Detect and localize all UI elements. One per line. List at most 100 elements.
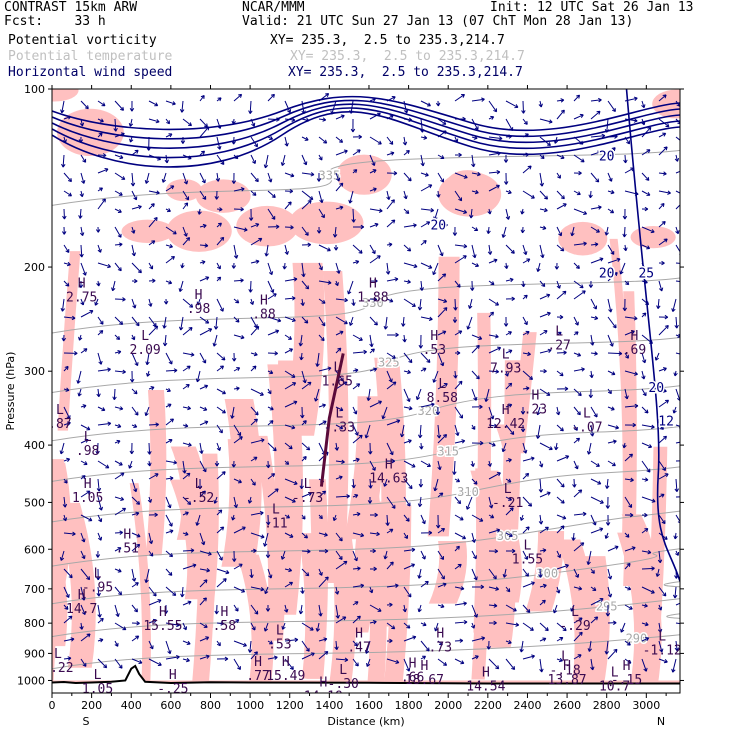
wind-vector-arrow	[488, 346, 502, 354]
wind-vector-arrow	[539, 244, 545, 259]
wind-vector-arrow	[165, 403, 172, 408]
extremum-marker: H	[78, 588, 86, 603]
wind-vector-arrow	[80, 532, 86, 543]
wind-vector-arrow	[641, 352, 647, 364]
wind-vector-arrow	[539, 154, 545, 160]
wind-vector-arrow	[522, 244, 528, 256]
wind-vector-arrow	[538, 568, 543, 578]
wind-vector-arrow	[505, 331, 512, 336]
wind-vector-arrow	[148, 550, 154, 557]
wind-vector-arrow	[437, 528, 446, 534]
wind-vector-arrow	[505, 424, 515, 435]
pv-shade-region	[195, 179, 251, 213]
wind-vector-arrow	[97, 496, 104, 511]
wind-vector-arrow	[522, 472, 530, 480]
wind-vector-arrow	[520, 208, 525, 215]
extremum-marker: L	[56, 403, 64, 418]
x-axis-tick-label: 800	[200, 699, 221, 712]
wind-vector-arrow	[369, 136, 382, 145]
wind-vector-arrow	[539, 348, 552, 354]
wind-vector-arrow	[215, 172, 221, 182]
wind-vector-arrow	[420, 208, 435, 213]
wind-vector-arrow	[267, 370, 274, 375]
wind-vector-arrow	[231, 172, 237, 184]
wind-vector-arrow	[503, 316, 509, 327]
wind-vector-arrow	[165, 226, 177, 235]
wind-vector-arrow	[386, 277, 399, 282]
wind-vector-arrow	[267, 351, 279, 356]
wind-vector-arrow	[573, 568, 580, 578]
wind-vector-arrow	[78, 280, 84, 288]
wind-vector-arrow	[334, 280, 339, 287]
wind-vector-arrow	[301, 242, 312, 247]
wind-vector-arrow	[675, 441, 680, 444]
wind-vector-arrow	[162, 334, 168, 347]
wind-vector-arrow	[573, 208, 588, 216]
wind-vector-arrow	[471, 532, 476, 543]
wind-vector-arrow	[163, 298, 169, 305]
y-axis-tick-label: 900	[24, 647, 45, 660]
wind-vector-arrow	[369, 222, 379, 228]
wind-vector-arrow	[403, 635, 417, 642]
wind-vector-arrow	[96, 586, 101, 597]
wind-vector-arrow	[556, 563, 569, 570]
wind-vector-arrow	[605, 604, 611, 617]
wind-vector-arrow	[250, 622, 256, 631]
wind-vector-arrow	[97, 421, 112, 426]
pv-shade-region	[221, 439, 254, 567]
legend-xsect-pv: XY= 235.3, 2.5 to 235.3,214.7	[270, 33, 505, 48]
wind-vector-arrow	[573, 654, 582, 660]
wind-vector-arrow	[590, 351, 598, 356]
wind-vector-arrow	[556, 514, 567, 520]
wind-vector-arrow	[620, 622, 626, 633]
wind-vector-arrow	[671, 298, 677, 313]
wind-vector-arrow	[590, 150, 602, 156]
wind-vector-arrow	[658, 220, 666, 228]
pv-shade-region	[495, 360, 523, 624]
wind-vector-arrow	[352, 224, 365, 230]
wind-vector-arrow	[79, 190, 84, 198]
wind-vector-arrow	[199, 579, 208, 588]
wind-vector-arrow	[182, 365, 191, 372]
y-axis-tick-label: 1000	[17, 674, 45, 687]
wind-vector-arrow	[505, 548, 516, 554]
wind-vector-arrow	[250, 190, 257, 196]
wind-vector-arrow	[403, 496, 411, 507]
wind-vector-arrow	[675, 622, 680, 625]
wind-vector-arrow	[182, 442, 192, 447]
wind-vector-arrow	[352, 583, 365, 589]
wind-vector-arrow	[539, 460, 544, 468]
wind-vector-arrow	[97, 352, 103, 365]
wind-vector-arrow	[522, 622, 534, 631]
wind-vector-arrow	[129, 370, 135, 383]
wind-vector-arrow	[114, 369, 126, 375]
wind-vector-arrow	[454, 514, 464, 521]
wind-vector-arrow	[61, 334, 67, 342]
wind-vector-arrow	[420, 622, 427, 627]
wind-vector-arrow	[369, 297, 378, 302]
wind-vector-arrow	[114, 316, 124, 326]
wind-vector-arrow	[114, 439, 121, 444]
wind-vector-arrow	[641, 549, 652, 555]
wind-vector-arrow	[301, 381, 312, 390]
wind-vector-arrow	[521, 280, 526, 288]
wind-vector-arrow	[265, 550, 271, 558]
wind-vector-arrow	[488, 298, 500, 306]
wind-vector-arrow	[488, 334, 499, 339]
wind-vector-arrow	[521, 100, 526, 114]
wind-vector-arrow	[335, 459, 345, 464]
wind-vector-arrow	[250, 478, 256, 486]
wind-vector-arrow	[403, 563, 416, 570]
pv-shade-region	[438, 171, 502, 217]
wind-vector-arrow	[180, 586, 185, 598]
wind-vector-arrow	[505, 639, 512, 645]
wind-vector-arrow	[284, 532, 294, 538]
wind-vector-arrow	[335, 550, 343, 560]
wind-vector-arrow	[366, 658, 371, 667]
pv-shade-region	[284, 262, 325, 436]
wind-vector-arrow	[216, 97, 222, 102]
wind-vector-arrow	[675, 262, 680, 264]
wind-vector-arrow	[420, 262, 433, 269]
wind-vector-arrow	[335, 262, 341, 274]
wind-vector-arrow	[250, 510, 264, 516]
